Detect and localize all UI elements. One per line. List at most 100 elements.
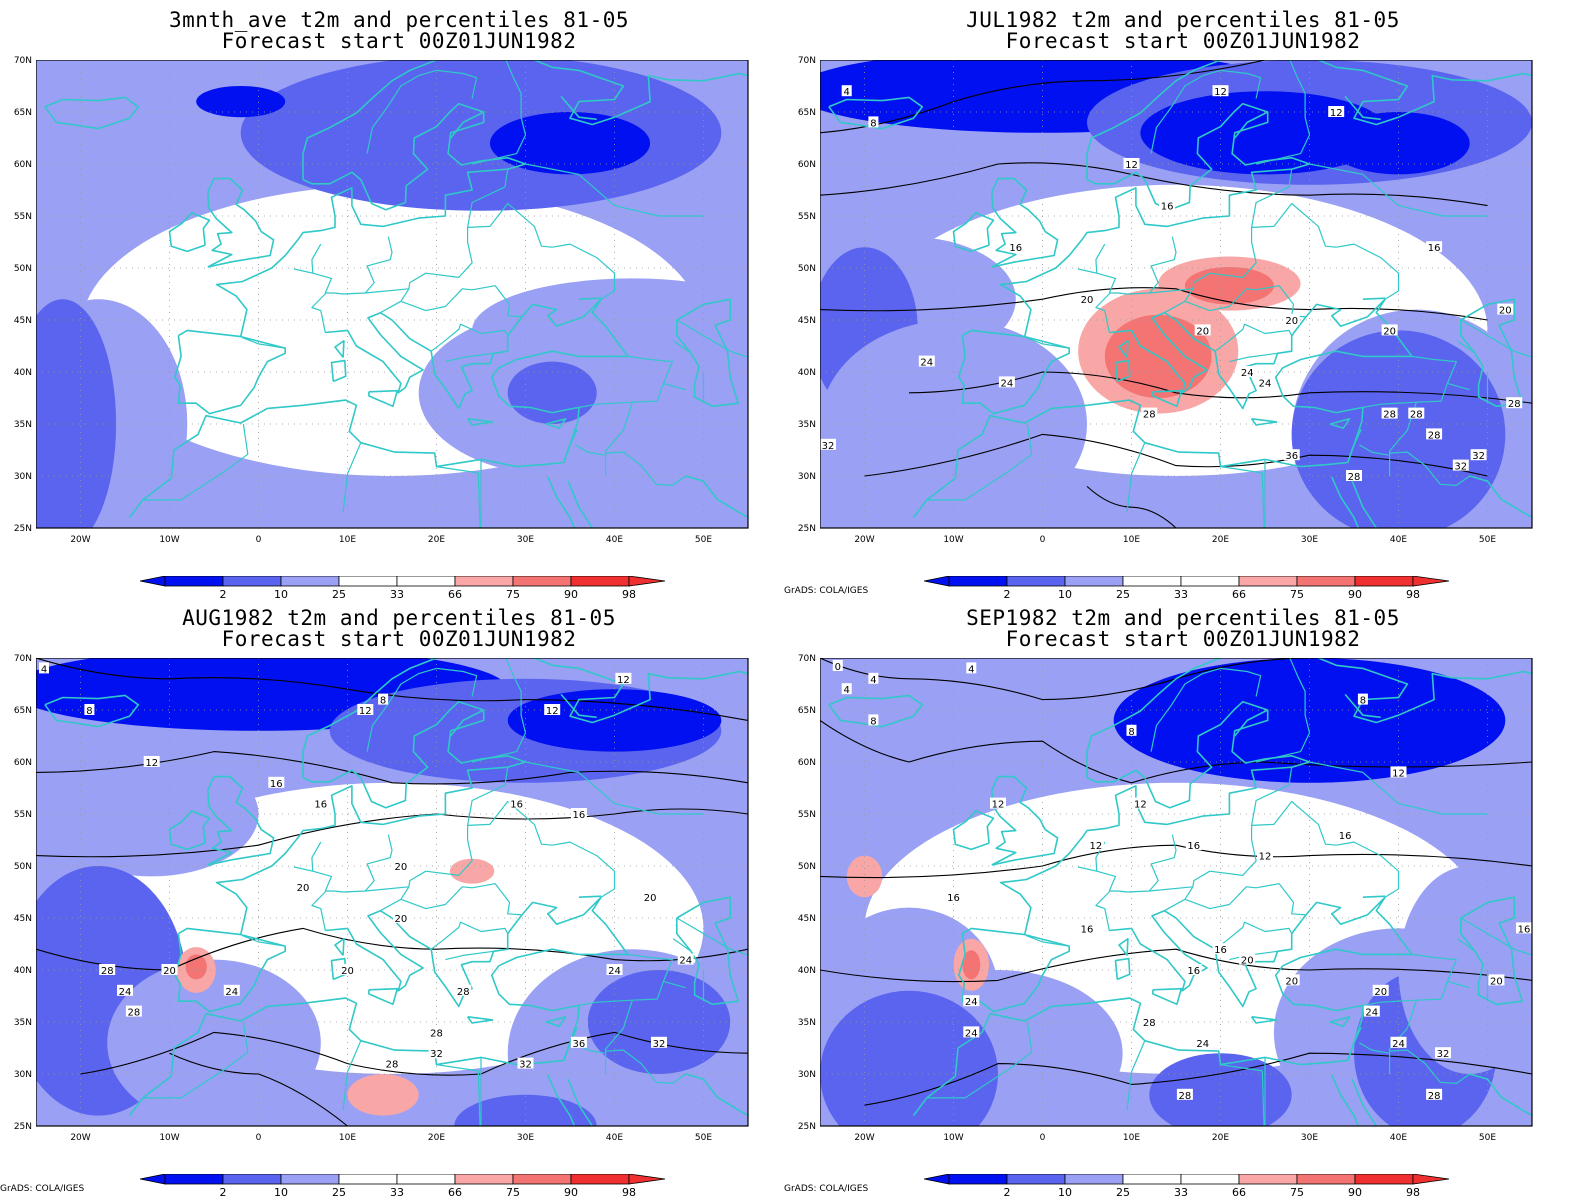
panel-jul1982: JUL1982 t2m and percentiles 81-05 Foreca…	[784, 0, 1582, 598]
contour-label-bg	[963, 1026, 980, 1038]
contour-label: 4	[41, 664, 47, 675]
lat-tick-label: 25N	[14, 524, 32, 534]
coastline	[560, 693, 597, 719]
lat-tick-label: 55N	[14, 212, 32, 222]
field-blob	[125, 486, 303, 528]
country-border	[1336, 243, 1400, 300]
contour-label-bg	[268, 776, 285, 788]
colorbar-segment	[222, 576, 282, 587]
contour-label-bg	[966, 662, 977, 674]
contour-label: 24	[1241, 368, 1254, 379]
coastline	[578, 297, 602, 300]
contour-label-bg	[295, 880, 311, 892]
contour-label-bg	[1159, 199, 1176, 211]
field-blob	[1149, 1053, 1292, 1126]
contour-line	[820, 658, 1310, 701]
country-border	[436, 1064, 481, 1126]
country-border	[342, 442, 362, 513]
coastline	[325, 896, 629, 1061]
contour-label-bg	[615, 672, 632, 684]
country-border	[1150, 69, 1221, 154]
contour-label-bg	[1283, 449, 1300, 461]
lat-tick-label: 45N	[14, 914, 32, 924]
contour-label: 28	[1179, 1091, 1192, 1102]
contour-label: 8	[870, 716, 876, 727]
colorbar-label: 75	[1290, 1186, 1304, 1196]
coastline	[1118, 340, 1129, 358]
field-blob	[44, 751, 259, 877]
country-border	[436, 69, 478, 99]
lat-tick-label: 50N	[14, 264, 32, 274]
country-border	[1026, 337, 1070, 349]
country-border	[1077, 243, 1106, 274]
field-blob	[1140, 91, 1390, 175]
coastline	[1086, 102, 1310, 211]
coastline	[547, 476, 576, 528]
contour-label-bg	[1497, 303, 1514, 315]
lat-tick-label: 60N	[14, 160, 32, 170]
contour-label-bg	[1346, 470, 1362, 481]
coastline	[302, 60, 748, 180]
lat-tick-label: 25N	[798, 524, 816, 534]
field-blob	[864, 658, 1132, 700]
contour-label: 28	[1143, 1018, 1156, 1029]
contour-label: 4	[968, 664, 974, 675]
contour-label-bg	[1390, 766, 1407, 778]
country-border	[312, 272, 333, 294]
contour-label: 24	[679, 956, 692, 967]
colorbar-label: 25	[332, 588, 346, 598]
coastline	[207, 775, 275, 866]
coastline	[466, 418, 494, 426]
country-border	[380, 886, 410, 912]
contour-label-bg	[1328, 106, 1345, 117]
country-border	[311, 236, 393, 333]
country-border	[1126, 442, 1146, 513]
country-border	[1214, 921, 1293, 950]
panel-title: AUG1982 t2m and percentiles 81-05	[182, 606, 616, 630]
contour-label: 28	[457, 987, 470, 998]
colorbar-segment	[1354, 576, 1414, 587]
contour-label-bg	[868, 714, 879, 726]
coastline	[1351, 480, 1377, 528]
contour-label-bg	[1079, 293, 1095, 305]
coastline	[1114, 957, 1131, 981]
coastline	[547, 1074, 576, 1126]
contour-label-bg	[1185, 964, 1202, 975]
field-blob	[507, 689, 722, 752]
country-border	[627, 953, 673, 982]
coastline	[991, 775, 1059, 866]
country-border	[605, 402, 633, 476]
field-blob	[489, 112, 651, 175]
contour-label: 12	[1259, 852, 1272, 863]
lat-tick-label: 55N	[14, 810, 32, 820]
country-border	[1389, 451, 1471, 486]
contour-label: 28	[1428, 1091, 1441, 1102]
coastline	[44, 694, 140, 728]
contour-label: 24	[225, 987, 238, 998]
country-border	[1220, 1064, 1265, 1126]
coastline	[1329, 418, 1351, 429]
contour-label: 32	[1437, 1049, 1450, 1060]
country-border	[342, 1040, 362, 1111]
coastline	[174, 329, 286, 415]
coastline	[1152, 987, 1183, 1006]
contour-label-bg	[143, 756, 160, 767]
contour-label-bg	[1381, 407, 1398, 419]
country-border	[1095, 834, 1177, 931]
coastline	[567, 1078, 593, 1126]
colorbar-segment	[1122, 1174, 1182, 1185]
colorbar-arrow-high	[628, 1174, 666, 1185]
colorbar-label: 90	[1348, 1186, 1362, 1196]
contour-label-bg	[1257, 849, 1273, 861]
contour-label: 0	[835, 662, 841, 673]
field-blob	[507, 361, 597, 424]
contour-labels: 4 8 8 12 12 12 12 16 16 16 16 20 20 20 20 20 20 24 24 24 24 2…	[39, 662, 694, 1071]
contour-label-bg	[1506, 397, 1523, 409]
country-border	[1358, 1042, 1389, 1054]
panel-sep1982: SEP1982 t2m and percentiles 81-05 Foreca…	[784, 598, 1582, 1196]
country-border	[605, 1049, 687, 1084]
panel-title: 3mnth_ave t2m and percentiles 81-05	[168, 8, 629, 32]
colorbar-label: 98	[1406, 588, 1420, 598]
contour-label-bg	[1141, 407, 1158, 419]
lat-tick-label: 55N	[798, 810, 816, 820]
